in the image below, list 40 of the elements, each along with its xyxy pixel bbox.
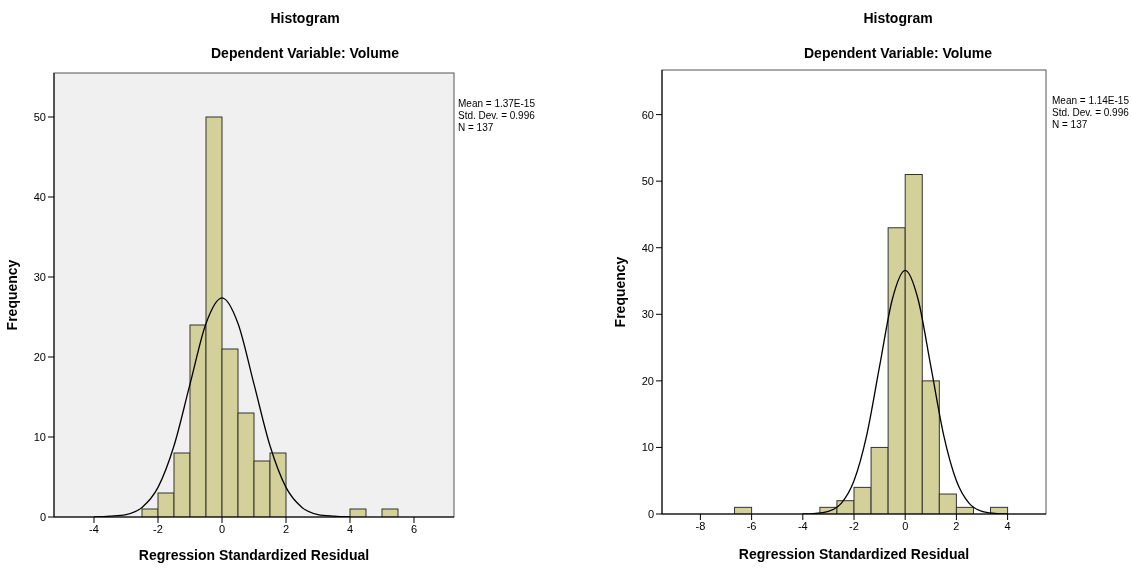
x-tick-label: 4 (1004, 519, 1011, 532)
x-tick-label: -4 (89, 522, 99, 535)
y-axis-title: Frequency (3, 259, 20, 331)
text: Mean = 1.14E-15 (1052, 95, 1129, 107)
x-tick-label: -2 (849, 519, 859, 532)
text: N = 137 (458, 122, 495, 134)
y-tick-label: 40 (641, 241, 654, 254)
x-tick-label: -8 (695, 519, 706, 532)
y-tick-label: 10 (641, 441, 654, 454)
y-tick-label: 30 (33, 270, 46, 283)
x-tick-label: 2 (953, 519, 960, 532)
x-axis-title: Regression Standardized Residual (138, 547, 370, 563)
y-tick-label: 50 (33, 110, 46, 123)
y-tick-label: 0 (647, 507, 654, 520)
text: Std. Dev. = 0.996 (1052, 107, 1129, 119)
x-tick-label: -4 (797, 519, 808, 532)
chart-subtitle: Dependent Variable: Volume (210, 45, 400, 61)
y-tick-label: 60 (641, 108, 654, 121)
x-tick-label: 0 (902, 519, 909, 532)
x-tick-label: -6 (746, 519, 757, 532)
y-axis-title: Frequency (611, 256, 628, 328)
y-tick-label: 20 (33, 350, 46, 363)
x-tick-label: 6 (410, 522, 418, 535)
x-tick-label: -2 (153, 522, 163, 535)
text: Mean = 1.37E-15 (458, 98, 535, 110)
y-tick-label: 0 (39, 510, 46, 523)
chart-title: Histogram (269, 10, 341, 26)
x-axis-title: Regression Standardized Residual (738, 546, 970, 562)
y-tick-label: 50 (641, 175, 654, 188)
x-tick-label: 4 (346, 522, 354, 535)
x-tick-label: 2 (282, 522, 290, 535)
x-tick-label: 0 (218, 522, 226, 535)
y-tick-label: 10 (33, 430, 46, 443)
y-tick-label: 40 (33, 190, 46, 203)
y-tick-label: 30 (641, 308, 654, 321)
chart-subtitle: Dependent Variable: Volume (803, 45, 993, 61)
chart-title: Histogram (862, 10, 934, 26)
y-tick-label: 20 (641, 374, 654, 387)
text: Std. Dev. = 0.996 (458, 110, 535, 122)
text: N = 137 (1052, 119, 1089, 131)
